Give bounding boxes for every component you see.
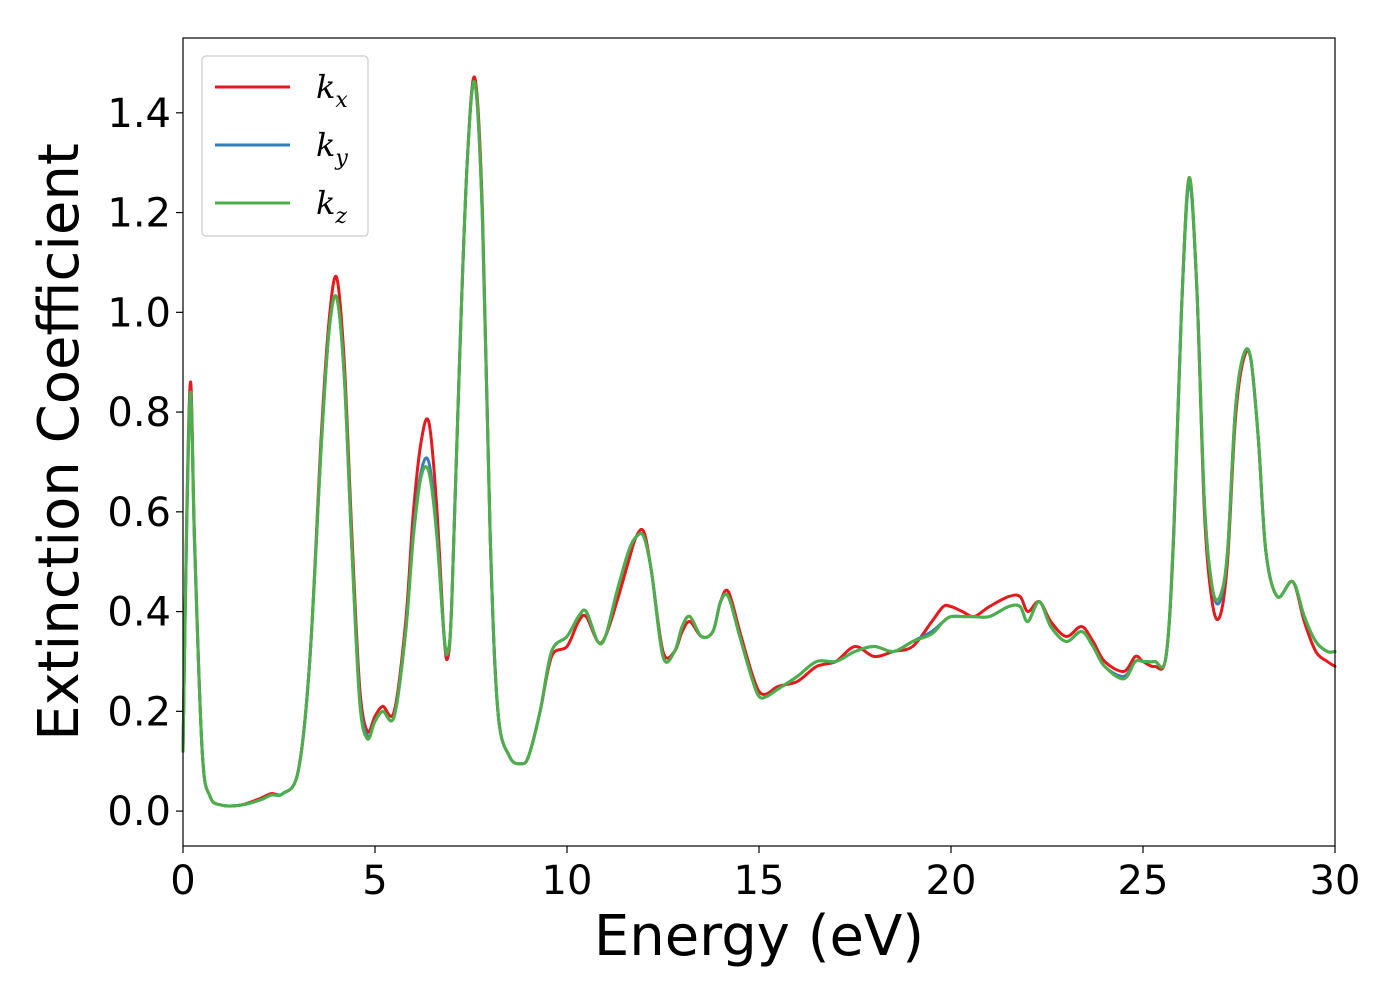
plot-area <box>183 38 1335 846</box>
series-line-kz <box>181 79 1337 808</box>
x-axis-label: Energy (eV) <box>594 904 924 969</box>
y-tick-label: 0.6 <box>107 490 171 536</box>
x-tick-label: 15 <box>734 858 785 904</box>
y-tick-label: 0.2 <box>107 689 171 735</box>
x-tick-label: 30 <box>1310 858 1361 904</box>
x-tick-label: 0 <box>170 858 195 904</box>
series-layer <box>181 75 1337 808</box>
x-axis: 0 5 10 15 20 25 30 <box>170 846 1360 904</box>
y-axis-label: Extinction Coefficient <box>27 143 92 741</box>
y-tick-label: 1.2 <box>107 191 171 237</box>
legend-label-kz: kz <box>316 184 347 229</box>
y-axis: 0.0 0.2 0.4 0.6 0.8 1.0 1.2 1.4 <box>107 91 183 835</box>
legend-label-subscript: y <box>334 146 348 171</box>
legend-label-kx: kx <box>316 68 348 113</box>
legend-label-subscript: x <box>335 88 348 113</box>
legend-label-base: k <box>316 126 335 164</box>
y-tick-label: 1.0 <box>107 290 171 336</box>
x-tick-label: 20 <box>926 858 977 904</box>
y-tick-label: 0.4 <box>107 590 171 636</box>
y-tick-label: 1.4 <box>107 91 171 137</box>
x-tick-label: 10 <box>542 858 593 904</box>
legend-label-subscript: z <box>334 204 347 229</box>
x-tick-label: 25 <box>1118 858 1169 904</box>
x-tick-label: 5 <box>362 858 387 904</box>
legend-label-ky: ky <box>316 126 348 171</box>
y-tick-label: 0.0 <box>107 789 171 835</box>
y-tick-label: 0.8 <box>107 390 171 436</box>
legend-label-base: k <box>316 184 335 222</box>
legend-label-base: k <box>316 68 335 106</box>
